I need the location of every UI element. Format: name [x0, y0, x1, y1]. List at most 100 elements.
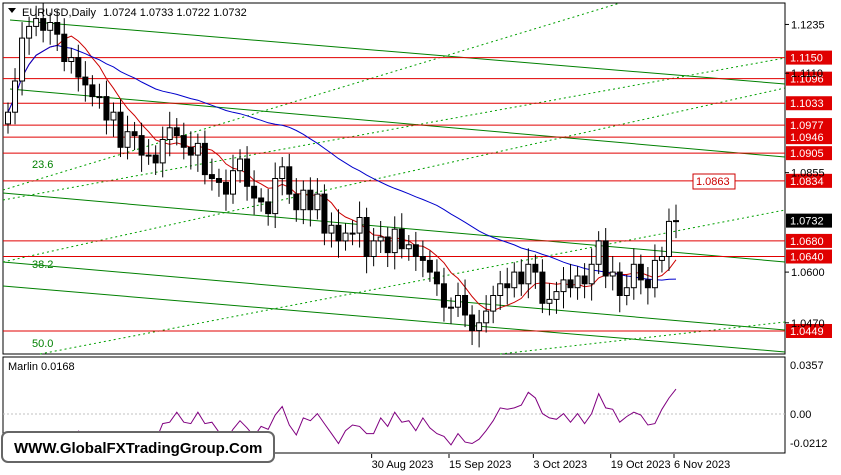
candle-body [518, 271, 525, 285]
chart-symbol: EURUSD,Daily [22, 7, 96, 19]
candle-body [405, 244, 412, 250]
candle-body [124, 131, 131, 148]
candle-body [630, 263, 637, 289]
candle-body [237, 158, 244, 172]
target-label: 1.0863 [696, 176, 730, 188]
candle-body [398, 228, 405, 250]
support-line [2, 261, 786, 331]
price-tick-label: 1.1110 [791, 68, 823, 80]
candle-body [131, 131, 138, 137]
candle-body [525, 263, 532, 285]
candle-body [426, 259, 433, 273]
indicator-label: Marlin 0.0168 [8, 361, 75, 373]
candle-body [33, 18, 40, 27]
indicator-tick-bottom: -0.0212 [790, 438, 827, 450]
candle-body [222, 181, 229, 195]
candle-body [581, 275, 588, 285]
candle-body [314, 193, 321, 211]
candle-body [201, 142, 208, 176]
candle-body [286, 166, 293, 195]
candle-body [258, 197, 265, 203]
current-price-label: 1.0732 [790, 216, 824, 228]
candlesticks [5, 2, 679, 348]
candle-body [68, 57, 75, 62]
candle-body [173, 127, 180, 137]
candle-body [356, 217, 363, 234]
level-label: 1.0640 [790, 252, 824, 264]
candle-body [637, 263, 644, 281]
level-label-box [786, 50, 832, 65]
level-label: 1.0946 [790, 132, 824, 144]
channel-line-middle [9, 88, 786, 158]
fib-label-38-2: 38.2 [32, 259, 53, 271]
candle-body [117, 111, 124, 148]
candle-body [300, 189, 307, 211]
candle-body [483, 310, 490, 324]
candle-body [511, 271, 518, 289]
dotted-trend-2 [39, 209, 786, 355]
candle-body [103, 96, 110, 121]
candle-body [462, 295, 469, 316]
candle-body [208, 174, 215, 180]
candle-body [419, 256, 426, 261]
candle-body [370, 240, 377, 257]
candle-body [391, 228, 398, 254]
candle-body [560, 279, 567, 293]
candle-body [159, 139, 166, 164]
candle-body [89, 84, 96, 98]
price-tick-label: 1.1235 [791, 19, 825, 31]
time-tick-label: 6 Nov 2023 [674, 459, 730, 471]
slow-moving-average [7, 44, 677, 281]
candle-body [187, 146, 194, 156]
candle-body [476, 322, 483, 332]
level-label-box [786, 249, 832, 264]
time-tick-label: 19 Oct 2023 [611, 459, 671, 471]
candle-body [651, 259, 658, 289]
candle-body [658, 256, 665, 261]
candle-body [539, 271, 546, 304]
dotted-trend-4 [2, 87, 786, 263]
candle-body [26, 25, 33, 39]
candle-body [504, 283, 511, 289]
level-label-box [786, 173, 832, 188]
candle-body [152, 154, 159, 164]
collapse-arrow-icon[interactable] [8, 8, 16, 13]
level-label: 1.0449 [790, 326, 824, 338]
marlin-line [77, 388, 677, 451]
time-tick-label: 30 Aug 2023 [372, 459, 434, 471]
level-label-box [786, 118, 832, 133]
candle-body [96, 96, 103, 99]
candle-body [19, 37, 26, 82]
candle-body [455, 295, 462, 308]
current-price-box [786, 213, 832, 228]
level-label: 1.0680 [790, 236, 824, 248]
level-label-box [786, 130, 832, 145]
candle-body [377, 236, 384, 242]
candle-body [321, 193, 328, 234]
level-label: 1.1150 [790, 53, 823, 65]
candle-body [75, 57, 82, 78]
candle-body [145, 154, 152, 157]
candle-body [349, 232, 356, 235]
candle-body [665, 220, 672, 257]
candle-body [433, 271, 440, 285]
candle-body [194, 142, 201, 156]
time-axis: 30 Aug 2023 15 Sep 2023 3 Oct 2023 19 Oct 2… [371, 454, 730, 471]
channel-line-base [2, 285, 786, 353]
time-tick-label: 3 Oct 2023 [533, 459, 587, 471]
candle-body [567, 279, 574, 289]
candle-body [12, 80, 19, 113]
candle-body [342, 232, 349, 242]
candle-body [440, 283, 447, 308]
level-label-box [786, 96, 832, 111]
candle-body [497, 283, 504, 296]
price-tick-label: 1.0600 [791, 267, 825, 279]
candle-body [265, 201, 272, 215]
price-tick-label: 1.0470 [791, 318, 825, 330]
candle-body [546, 298, 553, 304]
candle-body [384, 236, 391, 254]
candle-body [138, 135, 145, 156]
candle-body [215, 178, 222, 183]
candle-body [5, 111, 11, 125]
